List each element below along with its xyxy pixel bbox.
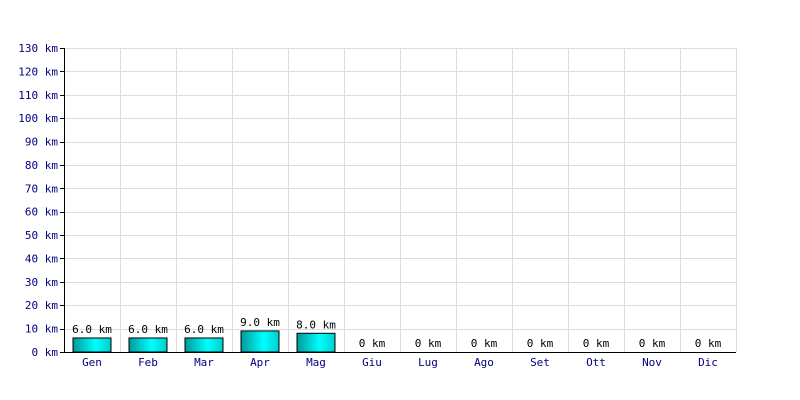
y-tick-label: 50 km <box>25 229 58 242</box>
y-tick-label: 0 km <box>32 346 59 359</box>
bars <box>72 330 336 353</box>
data-label-mag: 8.0 km <box>296 318 336 331</box>
y-tick-label: 80 km <box>25 159 58 172</box>
x-tick-label-ago: Ago <box>474 356 494 369</box>
x-tick-labels: Gen Feb Mar Apr Mag Giu Lug Ago Set Ott Nov Dic <box>82 356 718 369</box>
x-tick-label-giu: Giu <box>362 356 382 369</box>
y-tick-label: 30 km <box>25 276 58 289</box>
bar-mag <box>296 332 336 353</box>
x-tick-label-dic: Dic <box>698 356 718 369</box>
data-label-apr: 9.0 km <box>240 316 280 329</box>
data-label-feb: 6.0 km <box>128 323 168 336</box>
y-tick-label: 40 km <box>25 252 58 265</box>
y-tick-label: 120 km <box>18 65 58 78</box>
y-tick-label: 130 km <box>18 42 58 55</box>
data-label-giu: 0 km <box>359 337 386 350</box>
y-tick-label: 60 km <box>25 206 58 219</box>
data-labels: 6.0 km 6.0 km 6.0 km 9.0 km 8.0 km 0 km 0 km 0 … <box>72 316 721 350</box>
x-tick-label-lug: Lug <box>418 356 438 369</box>
data-label-nov: 0 km <box>639 337 666 350</box>
data-label-mar: 6.0 km <box>184 323 224 336</box>
x-tick-label-feb: Feb <box>138 356 158 369</box>
grid-lines <box>64 48 737 352</box>
x-tick-label-gen: Gen <box>82 356 102 369</box>
y-tick-label: 20 km <box>25 299 58 312</box>
y-tick-label: 90 km <box>25 136 58 149</box>
x-tick-label-apr: Apr <box>250 356 270 369</box>
bar-gen <box>72 337 112 353</box>
data-label-ago: 0 km <box>471 337 498 350</box>
x-tick-label-ott: Ott <box>586 356 606 369</box>
y-tick-label: 10 km <box>25 323 58 336</box>
x-tick-label-mar: Mar <box>194 356 214 369</box>
data-label-gen: 6.0 km <box>72 323 112 336</box>
y-tick-labels: 0 km 10 km 20 km 30 km 40 km 50 km 60 km 70 km 8… <box>18 42 58 359</box>
axes <box>60 48 736 353</box>
data-label-lug: 0 km <box>415 337 442 350</box>
x-tick-label-mag: Mag <box>306 356 326 369</box>
bar-apr <box>240 330 280 353</box>
bar-feb <box>128 337 168 353</box>
y-tick-label: 100 km <box>18 112 58 125</box>
bar-mar <box>184 337 224 353</box>
data-label-dic: 0 km <box>695 337 722 350</box>
x-tick-label-set: Set <box>530 356 550 369</box>
y-tick-label: 110 km <box>18 89 58 102</box>
y-tick-label: 70 km <box>25 182 58 195</box>
data-label-set: 0 km <box>527 337 554 350</box>
x-tick-label-nov: Nov <box>642 356 662 369</box>
data-label-ott: 0 km <box>583 337 610 350</box>
